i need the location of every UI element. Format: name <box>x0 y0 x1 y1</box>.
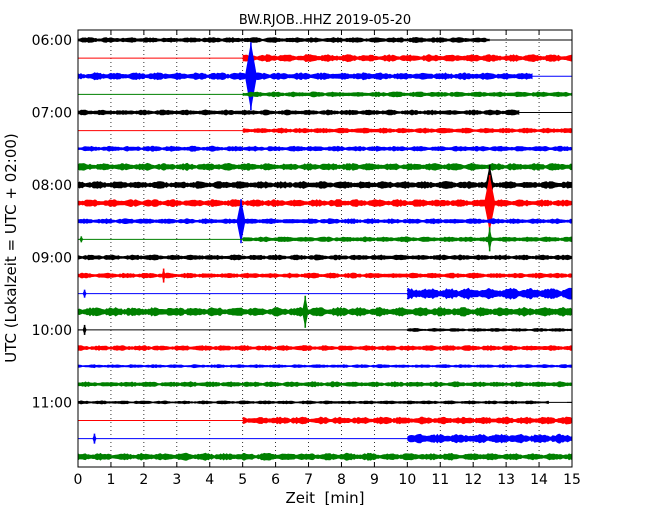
trace-row-13 <box>78 268 572 283</box>
trace-row-18 <box>78 364 572 369</box>
x-tick-label: 7 <box>304 472 313 488</box>
trace-row-17 <box>78 345 572 351</box>
y-tick-label: 06:00 <box>32 33 72 49</box>
trace-waveform <box>78 364 572 369</box>
grid <box>110 30 540 467</box>
trace-row-9 <box>78 175 572 232</box>
trace-waveform <box>78 272 572 279</box>
event-spike <box>244 42 257 111</box>
trace-waveform <box>78 109 520 116</box>
trace-waveform <box>242 54 572 63</box>
trace-row-19 <box>78 381 572 388</box>
y-tick-label: 08:00 <box>32 178 72 194</box>
trace-waveform <box>242 416 572 425</box>
event-spike <box>302 295 309 328</box>
x-tick-label: 11 <box>431 472 449 488</box>
trace-row-15 <box>78 295 572 328</box>
event-spike <box>236 199 246 244</box>
event-spike <box>161 268 166 283</box>
trace-waveform <box>78 199 572 207</box>
trace-row-11 <box>78 227 572 252</box>
x-tick-label: 14 <box>530 472 548 488</box>
y-tick-label: 11:00 <box>32 395 72 411</box>
trace-row-4 <box>78 109 572 116</box>
trace-waveform <box>78 145 572 152</box>
trace-row-20 <box>78 400 572 405</box>
trace-waveform <box>242 91 572 98</box>
y-tick-label: 09:00 <box>32 250 72 266</box>
trace-row-0 <box>78 37 572 43</box>
x-tick-label: 1 <box>106 472 115 488</box>
event-spike <box>92 433 97 444</box>
x-tick-label: 3 <box>172 472 181 488</box>
trace-row-1 <box>78 54 572 63</box>
trace-waveform <box>242 236 572 243</box>
trace-waveform <box>78 37 490 43</box>
x-tick-label: 9 <box>370 472 379 488</box>
trace-waveform <box>78 400 549 405</box>
x-tick-label: 15 <box>563 472 581 488</box>
x-tick-label: 2 <box>139 472 148 488</box>
event-spike <box>79 236 84 243</box>
axes: 0 1 2 3 4 5 6 7 8 9 10 11 12 13 14 1506:0007:0008:0009:… <box>32 30 581 488</box>
trace-row-3 <box>78 91 572 98</box>
y-tick-label: 10:00 <box>32 323 72 339</box>
x-axis-label: Zeit [min] <box>285 489 364 507</box>
traces <box>78 37 572 461</box>
x-tick-label: 13 <box>497 472 515 488</box>
x-tick-label: 8 <box>337 472 346 488</box>
event-spike <box>82 289 87 298</box>
trace-waveform <box>407 433 572 444</box>
trace-waveform <box>78 181 572 189</box>
trace-waveform <box>78 381 572 388</box>
event-spike <box>82 324 87 335</box>
x-tick-label: 12 <box>464 472 482 488</box>
trace-waveform <box>78 162 572 171</box>
trace-row-21 <box>78 416 572 425</box>
trace-row-23 <box>78 452 572 461</box>
chart-title: BW.RJOB..HHZ 2019-05-20 <box>239 13 411 28</box>
trace-row-12 <box>78 254 572 261</box>
trace-row-14 <box>78 287 572 300</box>
trace-row-10 <box>78 199 572 244</box>
trace-row-16 <box>78 324 572 335</box>
trace-waveform <box>407 287 572 300</box>
trace-row-8 <box>78 164 572 205</box>
trace-row-6 <box>78 145 572 152</box>
x-tick-label: 4 <box>205 472 214 488</box>
trace-waveform <box>78 72 533 81</box>
trace-row-7 <box>78 162 572 171</box>
x-tick-label: 6 <box>271 472 280 488</box>
y-axis-label: UTC (Lokalzeit = UTC + 02:00) <box>2 133 20 363</box>
trace-row-22 <box>78 433 572 444</box>
trace-waveform <box>78 452 572 461</box>
x-tick-label: 10 <box>398 472 416 488</box>
trace-waveform <box>78 345 572 351</box>
y-tick-label: 07:00 <box>32 105 72 121</box>
trace-row-5 <box>78 127 572 134</box>
trace-row-2 <box>78 42 572 111</box>
trace-waveform <box>242 127 572 134</box>
trace-waveform <box>78 254 572 261</box>
x-tick-label: 5 <box>238 472 247 488</box>
x-tick-label: 0 <box>74 472 83 488</box>
plot-frame <box>77 29 573 468</box>
trace-waveform <box>78 218 572 225</box>
event-spike <box>487 227 493 252</box>
trace-waveform <box>407 328 572 332</box>
trace-waveform <box>78 306 572 317</box>
